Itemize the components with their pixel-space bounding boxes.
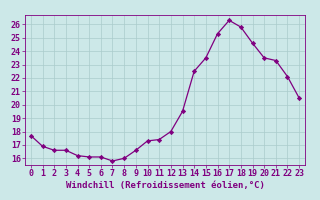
X-axis label: Windchill (Refroidissement éolien,°C): Windchill (Refroidissement éolien,°C) bbox=[66, 181, 264, 190]
